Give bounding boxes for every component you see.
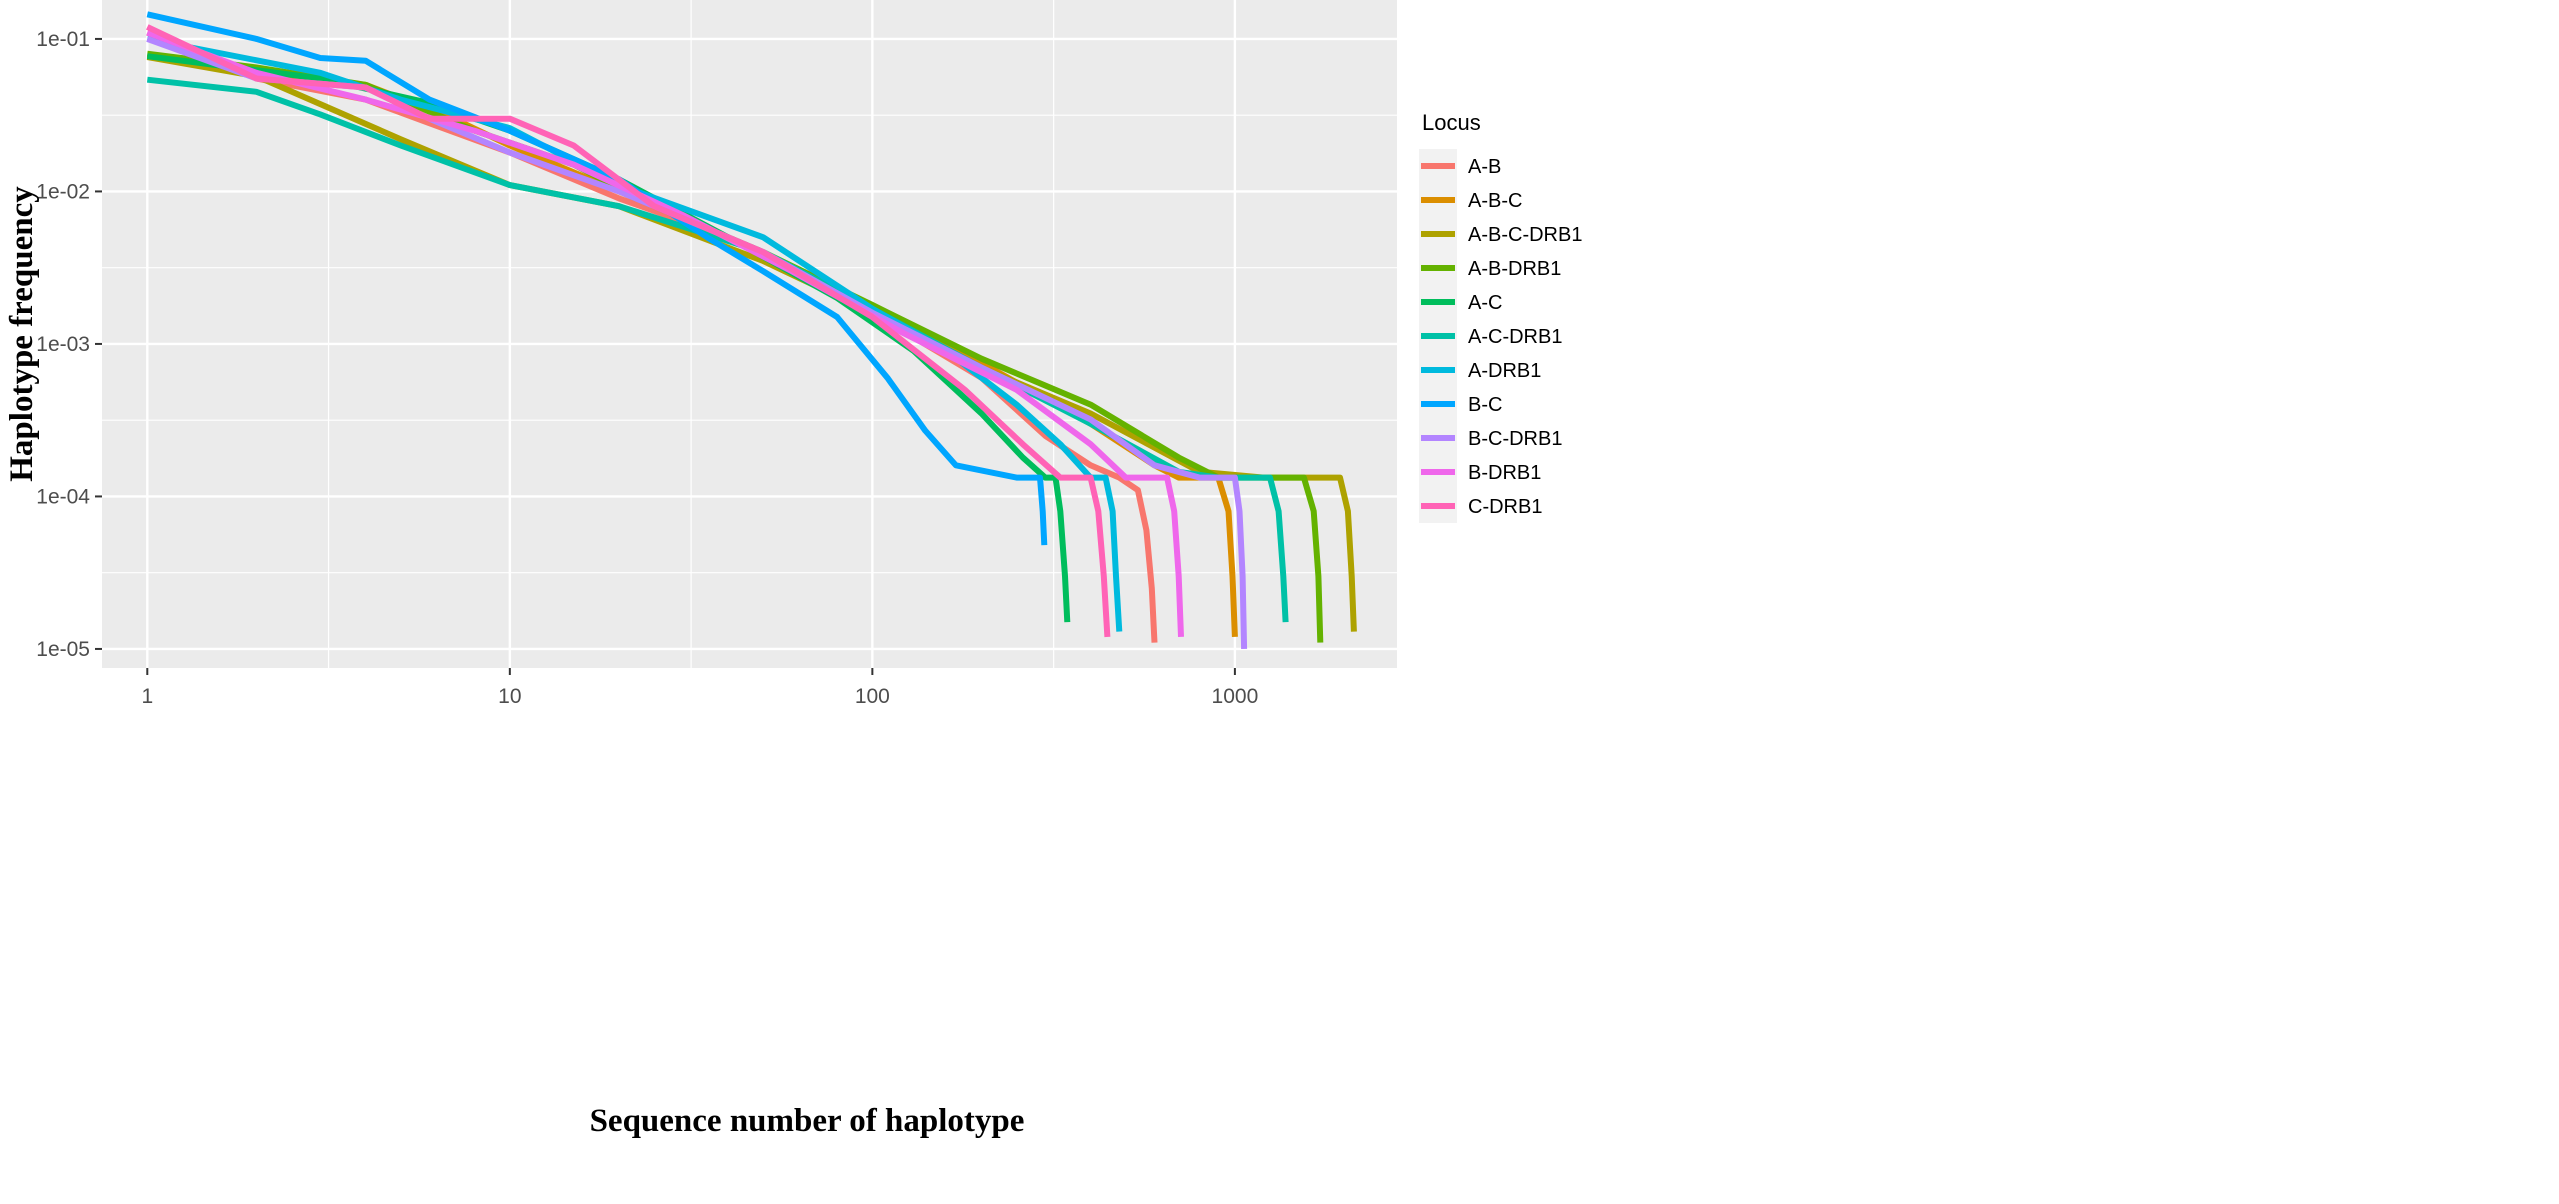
legend-label: A-B-C-DRB1 [1468, 224, 1582, 246]
y-tick-label: 1e-02 [36, 180, 90, 203]
legend-label: A-B [1468, 156, 1501, 178]
x-tick-label: 10 [498, 685, 521, 708]
legend-label: A-DRB1 [1468, 360, 1541, 382]
legend: Locus A-B A-B-C A-B-C-DRB1 A-B-DRB1 A-C A-C-D… [1419, 110, 1582, 523]
x-tick-label: 1 [141, 685, 153, 708]
legend-label: B-DRB1 [1468, 462, 1541, 484]
y-tick-label: 1e-04 [36, 485, 90, 508]
series-line-c-drb1 [146, 24, 1111, 638]
legend-label: A-C-DRB1 [1468, 326, 1562, 348]
y-tick-label: 1e-01 [36, 28, 90, 51]
legend-label: C-DRB1 [1468, 496, 1542, 518]
plot-panel [102, 0, 1397, 668]
legend-label: A-C [1468, 292, 1502, 314]
legend-label: A-B-DRB1 [1468, 258, 1561, 280]
series-layer [146, 11, 1357, 649]
y-tick-label: 1e-03 [36, 333, 90, 356]
grid-major [102, 0, 1397, 668]
x-axis-title: Sequence number of haplotype [590, 1103, 1025, 1139]
legend-label: A-B-C [1468, 190, 1522, 212]
legend-title: Locus [1422, 110, 1481, 135]
legend-label: B-C [1468, 394, 1502, 416]
x-tick-label: 1000 [1212, 685, 1259, 708]
x-axis-ticks: 1 10 100 1000 [141, 668, 1258, 708]
y-tick-label: 1e-05 [36, 638, 90, 661]
series-line-b-c [146, 11, 1048, 546]
y-axis-ticks: 1e-01 1e-02 1e-03 1e-04 1e-05 [36, 28, 102, 661]
legend-label: B-C-DRB1 [1468, 428, 1562, 450]
legend-items: A-B A-B-C A-B-C-DRB1 A-B-DRB1 A-C A-C-DRB1 A-D… [1419, 149, 1582, 523]
y-axis-title: Haplotype frequency [4, 186, 40, 482]
series-line-b-drb1 [146, 29, 1184, 638]
x-tick-label: 100 [855, 685, 890, 708]
